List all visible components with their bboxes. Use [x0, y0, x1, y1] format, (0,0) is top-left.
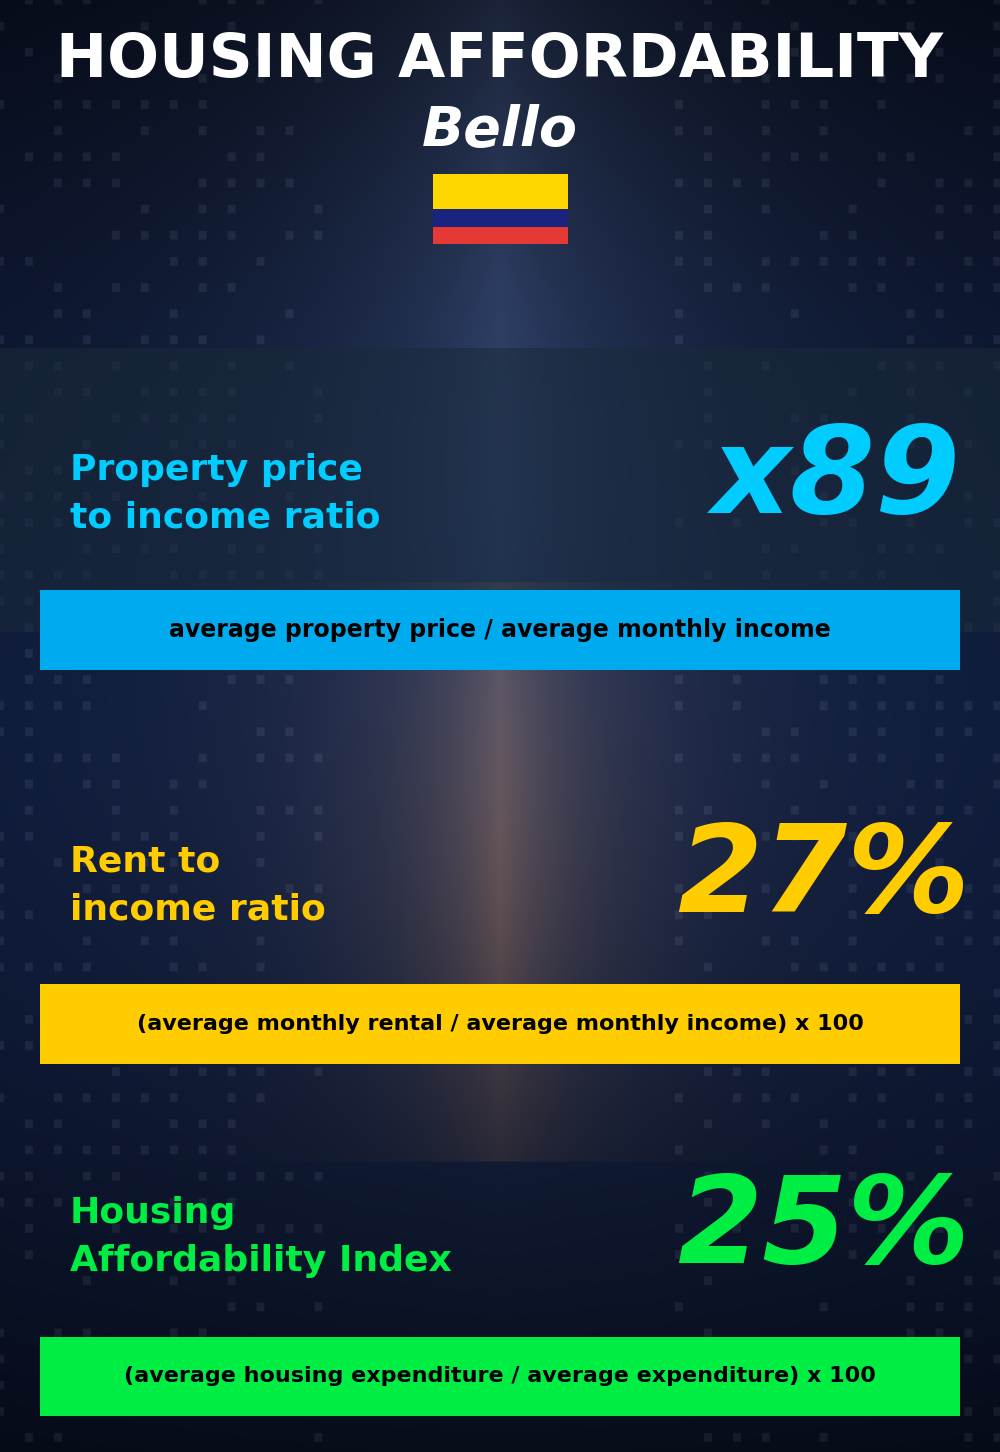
- Text: Housing
Affordability Index: Housing Affordability Index: [70, 1196, 452, 1278]
- Text: Rent to
income ratio: Rent to income ratio: [70, 845, 326, 926]
- Text: Bello: Bello: [422, 103, 578, 158]
- Text: (average monthly rental / average monthly income) x 100: (average monthly rental / average monthl…: [137, 1013, 863, 1034]
- FancyBboxPatch shape: [40, 590, 960, 671]
- FancyBboxPatch shape: [40, 984, 960, 1063]
- FancyBboxPatch shape: [0, 348, 1000, 632]
- FancyBboxPatch shape: [432, 227, 568, 244]
- Text: average property price / average monthly income: average property price / average monthly…: [169, 619, 831, 642]
- Text: (average housing expenditure / average expenditure) x 100: (average housing expenditure / average e…: [124, 1366, 876, 1387]
- Text: 25%: 25%: [677, 1172, 970, 1288]
- Text: x89: x89: [711, 421, 960, 537]
- Text: HOUSING AFFORDABILITY: HOUSING AFFORDABILITY: [56, 32, 944, 90]
- FancyBboxPatch shape: [432, 174, 568, 209]
- Text: 27%: 27%: [677, 820, 970, 937]
- FancyBboxPatch shape: [40, 1336, 960, 1417]
- FancyBboxPatch shape: [432, 209, 568, 227]
- Text: Property price
to income ratio: Property price to income ratio: [70, 453, 380, 534]
